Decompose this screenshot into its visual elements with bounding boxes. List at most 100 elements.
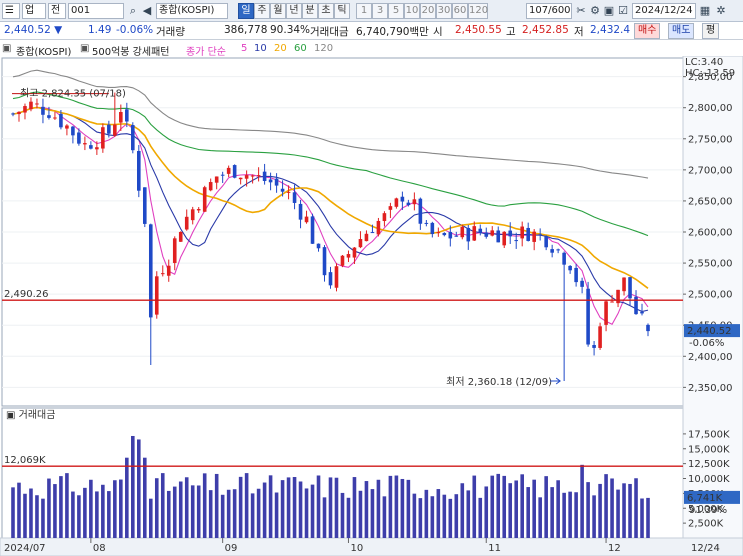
interval-button[interactable]: 60 bbox=[452, 3, 468, 19]
volume-bar bbox=[59, 476, 63, 538]
volume-bar bbox=[250, 493, 255, 538]
period-tab[interactable]: 주 bbox=[254, 3, 270, 19]
volume-bar bbox=[208, 490, 213, 538]
eval-button[interactable]: 평 bbox=[702, 23, 720, 39]
stock-chart[interactable]: 2,350,002,400,002,450,002,500,002,550,00… bbox=[0, 56, 743, 556]
period-tab[interactable]: 초 bbox=[318, 3, 334, 19]
candle-body bbox=[47, 115, 51, 118]
menu-icon[interactable]: ☰ bbox=[2, 3, 20, 19]
date-field[interactable]: 2024/12/24 bbox=[632, 3, 696, 19]
price-reference-label: 2,490.26 bbox=[4, 289, 49, 300]
period-tab[interactable]: 월 bbox=[270, 3, 286, 19]
volume-bar bbox=[11, 487, 15, 538]
candle-body bbox=[412, 199, 417, 205]
candle-body bbox=[328, 272, 333, 286]
candle-body bbox=[646, 324, 650, 332]
current-price: 2,440.52 ▼ bbox=[4, 24, 63, 36]
save-icon[interactable]: ▣ bbox=[603, 4, 615, 17]
interval-button[interactable]: 120 bbox=[468, 3, 488, 19]
volume-bar bbox=[646, 497, 650, 538]
volume-bar bbox=[47, 478, 51, 538]
candle-body bbox=[304, 216, 309, 223]
period-tab[interactable]: 분 bbox=[302, 3, 318, 19]
volume-bar bbox=[520, 474, 524, 538]
open-label: 시 bbox=[433, 26, 443, 38]
interval-button[interactable]: 10 bbox=[404, 3, 420, 19]
candle-body bbox=[316, 243, 321, 249]
period-tab[interactable]: 년 bbox=[286, 3, 302, 19]
legend-ma-period: 60 bbox=[294, 43, 307, 54]
chart-settings-icon[interactable]: ⚙ bbox=[590, 4, 600, 17]
speaker-icon[interactable]: ◀ bbox=[142, 4, 152, 17]
vol-y-tick-label: 2,500K bbox=[688, 519, 724, 530]
vol-y-tick-label: 12,500K bbox=[688, 459, 730, 470]
gear-icon[interactable]: ✲ bbox=[716, 4, 726, 17]
volume-bar bbox=[598, 483, 602, 538]
market-select[interactable]: 업 bbox=[22, 3, 46, 19]
volume-bar bbox=[418, 498, 423, 538]
interval-button[interactable]: 3 bbox=[372, 3, 388, 19]
search-icon[interactable]: ⌕ bbox=[129, 4, 137, 17]
candle-body bbox=[220, 174, 225, 176]
volume-bar bbox=[178, 481, 183, 538]
interval-button[interactable]: 1 bbox=[356, 3, 372, 19]
interval-button[interactable]: 20 bbox=[420, 3, 436, 19]
volume-bar bbox=[119, 479, 123, 538]
scissors-icon[interactable]: ✂ bbox=[576, 4, 586, 17]
current-price-tag bbox=[684, 324, 740, 338]
volume-bar bbox=[376, 479, 381, 538]
candle-body bbox=[172, 238, 177, 263]
candle-body bbox=[119, 111, 123, 123]
candle-body bbox=[346, 254, 351, 258]
max-label: 최고 2,824.35 (07/18) bbox=[20, 88, 126, 100]
interval-button[interactable]: 5 bbox=[388, 3, 404, 19]
volume-bar bbox=[442, 494, 447, 538]
period-tab[interactable]: 틱 bbox=[334, 3, 350, 19]
volume-bar bbox=[53, 484, 57, 538]
legend-minus-icon[interactable]: ▣ bbox=[2, 43, 12, 54]
volume-panel-title: ▣ 거래대금 bbox=[6, 409, 55, 421]
volume-bar bbox=[334, 477, 339, 538]
candle-body bbox=[238, 177, 243, 180]
code-input[interactable]: 001 bbox=[68, 3, 124, 19]
candle-body bbox=[77, 132, 81, 144]
candle-body bbox=[148, 224, 153, 318]
volume-bar bbox=[538, 497, 542, 538]
period-tab[interactable]: 일 bbox=[238, 3, 254, 19]
x-axis-bg bbox=[0, 537, 743, 556]
volume-bar bbox=[622, 483, 626, 538]
candle-body bbox=[292, 192, 297, 203]
buy-button[interactable]: 매수 bbox=[634, 23, 661, 39]
check-icon[interactable]: ☑ bbox=[618, 4, 628, 17]
candle-body bbox=[11, 113, 15, 115]
volume-bar bbox=[610, 478, 614, 538]
volume-bar bbox=[484, 486, 489, 538]
candle-body bbox=[83, 143, 87, 145]
y-tick-label: 2,550,00 bbox=[688, 259, 733, 270]
volume-bar bbox=[262, 482, 267, 538]
candle-body bbox=[125, 109, 129, 122]
jeon-button[interactable]: 전 bbox=[48, 3, 66, 19]
volume-bar bbox=[580, 464, 584, 538]
sell-button[interactable]: 매도 bbox=[668, 23, 695, 39]
calendar-icon[interactable]: ▦ bbox=[699, 4, 711, 17]
legend-pattern: 500억봉 강세패턴 bbox=[92, 47, 170, 58]
candle-body bbox=[508, 230, 513, 237]
candle-body bbox=[622, 277, 626, 292]
candle-body bbox=[352, 247, 357, 258]
candle-body bbox=[178, 231, 183, 242]
candle-body bbox=[95, 147, 99, 150]
volume-bar bbox=[226, 489, 231, 538]
volume-bar bbox=[190, 485, 195, 538]
volume-bar bbox=[274, 492, 279, 538]
volume-bar bbox=[592, 495, 596, 538]
volume-bar bbox=[256, 488, 261, 538]
candle-body bbox=[370, 232, 375, 234]
volume-bar bbox=[508, 483, 513, 538]
volume-bar bbox=[95, 491, 99, 538]
volume-bar bbox=[490, 475, 495, 538]
count-field[interactable]: 107/600 bbox=[526, 3, 572, 19]
candle-body bbox=[478, 228, 483, 233]
candle-body bbox=[202, 187, 207, 212]
interval-button[interactable]: 30 bbox=[436, 3, 452, 19]
